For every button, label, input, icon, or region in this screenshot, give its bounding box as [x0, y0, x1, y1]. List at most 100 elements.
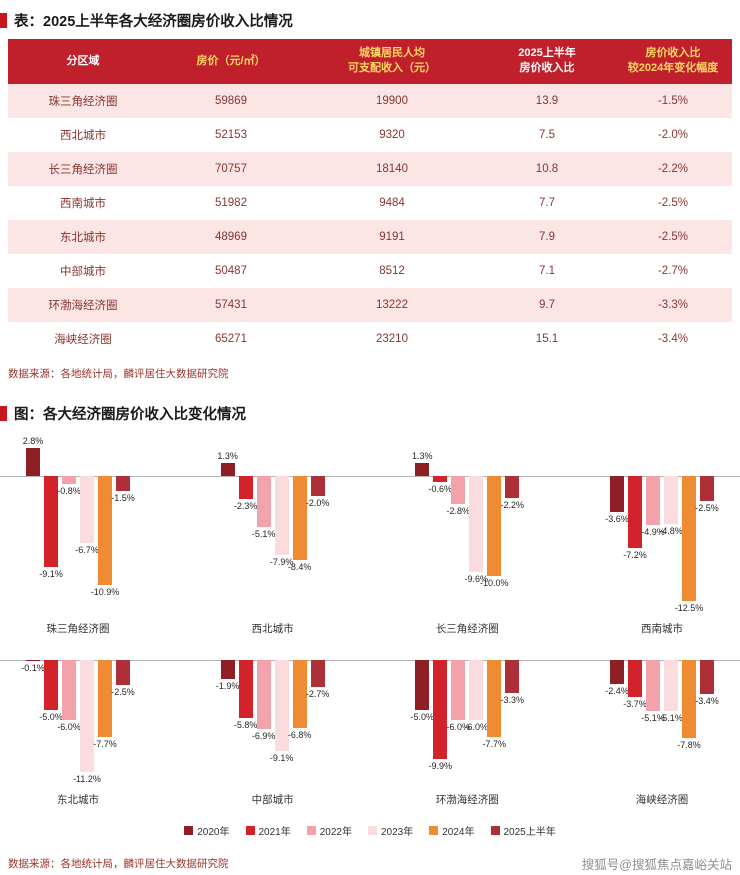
legend-item: 2025上半年: [490, 823, 556, 838]
table-row: 环渤海经济圈 57431 13222 9.7 -3.3%: [8, 287, 732, 322]
bar-series-2: [256, 659, 271, 729]
legend-item: 2020年: [184, 823, 230, 838]
table-cell: -3.4%: [657, 332, 689, 345]
table-cell: 环渤海经济圈: [48, 299, 118, 312]
table-cell: -2.0%: [657, 128, 689, 141]
table-source-note: 数据来源：各地统计局，麟评居住大数据研究院: [8, 367, 229, 380]
table-cell: 海峡经济圈: [54, 333, 112, 346]
table-cell: 西南城市: [60, 197, 106, 210]
bar-series-1: [433, 475, 448, 482]
bar-series-0: [26, 447, 40, 476]
table-cell: 23210: [376, 332, 408, 345]
bar-series-0: [415, 462, 430, 476]
bar-value-label: -3.7%: [623, 698, 647, 709]
bar-series-0: [26, 659, 40, 661]
table-cell: 13.9: [535, 94, 559, 107]
bar-series-2: [451, 475, 466, 504]
legend-item: 2022年: [306, 823, 352, 838]
bar-value-label: -2.3%: [233, 500, 258, 511]
bar-value-label: -5.0%: [410, 711, 435, 722]
table-header-cell-1: 房价（元/㎡）: [158, 39, 304, 84]
bar-value-label: -6.8%: [287, 729, 312, 740]
bar-value-label: -2.4%: [605, 685, 629, 696]
bar-value-label: -12.5%: [674, 602, 704, 613]
red-bullet-icon: [0, 405, 7, 421]
bar-value-label: -1.9%: [215, 680, 240, 691]
bar-series-5: [505, 475, 520, 498]
bar-value-label: -1.5%: [111, 492, 135, 503]
table-row: 珠三角经济圈 59869 19900 13.9 -1.5%: [8, 83, 732, 118]
bar-series-1: [238, 659, 253, 718]
chart-group-bars: -2.4% -3.7% -5.1% -5.1% -7.8% -3.4%: [605, 646, 719, 786]
chart-zero-axis: [0, 475, 740, 477]
bar-value-label: -11.2%: [73, 773, 101, 784]
bar-value-label: -3.3%: [500, 694, 525, 705]
bottom-row: 数据来源：各地统计局，麟评居住大数据研究院 搜狐号@搜狐焦点嘉峪关站: [8, 854, 732, 873]
bar-series-0: [220, 659, 235, 679]
chart-group: -5.0% -9.9% -6.0% -6.0% -7.7% -3.3% 环渤海经济圈: [411, 646, 524, 807]
legend-label: 2024年: [442, 826, 475, 838]
bar-series-5: [699, 659, 714, 694]
chart-title-text: 图：各大经济圈房价收入比变化情况: [14, 406, 246, 423]
chart-zero-axis: [0, 659, 740, 661]
bar-value-label: -2.5%: [695, 502, 719, 513]
bar-series-0: [415, 659, 430, 710]
table-cell: 9320: [379, 128, 405, 141]
table-cell: 10.8: [535, 162, 559, 175]
bar-series-0: [220, 462, 235, 476]
table-cell: 13222: [376, 298, 408, 311]
bar-value-label: -6.7%: [75, 544, 99, 555]
chart-group: -1.9% -5.8% -6.9% -9.1% -6.8% -2.7% 中部城市: [216, 646, 329, 807]
bar-series-2: [645, 659, 660, 711]
bar-value-label: -9.1%: [269, 752, 294, 763]
legend-swatch: [368, 825, 377, 835]
table-cell: -2.2%: [657, 162, 689, 175]
chart-group-bars: 2.8% -9.1% -0.8% -6.7% -10.9% -1.5%: [23, 432, 135, 615]
ratio-table: 分区域 房价（元/㎡） 城镇居民人均 可支配收入（元） 2025上半年 房价收入比 房价…: [8, 39, 732, 356]
table-cell: -2.7%: [657, 264, 689, 277]
table-row: 海峡经济圈 65271 23210 15.1 -3.4%: [8, 322, 732, 356]
chart-group-bars: -0.1% -5.0% -6.0% -11.2% -7.7% -2.5%: [21, 646, 135, 786]
bar-value-label: -0.6%: [428, 483, 453, 494]
bar-value-label: -2.7%: [305, 688, 330, 699]
legend-swatch: [429, 825, 439, 835]
bar-series-1: [238, 475, 253, 499]
chart-group-label: 长三角经济圈: [435, 622, 499, 635]
bottom-source-note: 数据来源：各地统计局，麟评居住大数据研究院: [8, 857, 229, 870]
bar-value-label: -7.7%: [93, 738, 117, 749]
bar-value-label: -10.0%: [480, 577, 509, 588]
chart-legend: 2020年 2021年 2022年 2023年 2024年 2025上半年: [0, 823, 740, 838]
bar-series-3: [663, 659, 678, 711]
bar-series-4: [681, 659, 696, 738]
red-bullet-icon: [0, 13, 7, 28]
bar-series-0: [609, 659, 624, 684]
bar-series-5: [699, 475, 714, 501]
legend-swatch: [490, 825, 500, 835]
bar-value-label: 1.3%: [217, 450, 238, 461]
bar-value-label: -6.0%: [464, 721, 489, 732]
bar-series-5: [116, 475, 130, 491]
legend-label: 2023年: [381, 826, 414, 838]
bar-series-4: [681, 475, 696, 601]
chart-panel-0: 2.8% -9.1% -0.8% -6.7% -10.9% -1.5% 珠三角经济圈 1.3%…: [0, 432, 740, 636]
table-cell: -2.5%: [657, 230, 689, 243]
chart-group-bars: -1.9% -5.8% -6.9% -9.1% -6.8% -2.7%: [216, 646, 329, 786]
legend-swatch: [306, 825, 316, 835]
table-row: 东北城市 48969 9191 7.9 -2.5%: [8, 219, 732, 254]
chart-group-bars: -3.6% -7.2% -4.9% -4.8% -12.5% -2.5%: [605, 432, 719, 615]
table-cell: 19900: [376, 94, 408, 107]
bar-value-label: -5.1%: [251, 528, 276, 539]
table-cell: 7.1: [539, 264, 555, 277]
chart-group: -2.4% -3.7% -5.1% -5.1% -7.8% -3.4% 海峡经济圈: [605, 646, 719, 807]
table-cell: 长三角经济圈: [48, 163, 118, 176]
table-cell: -3.3%: [657, 298, 689, 311]
table-cell: 57431: [215, 298, 247, 311]
bar-series-3: [274, 475, 289, 555]
chart-group-label: 中部城市: [251, 793, 294, 806]
bar-value-label: -6.9%: [251, 730, 276, 741]
bar-value-label: 1.3%: [412, 450, 433, 461]
watermark-text: 搜狐号@搜狐焦点嘉峪关站: [581, 857, 732, 872]
chart-group-label: 海峡经济圈: [635, 793, 689, 806]
bar-series-3: [663, 475, 678, 524]
